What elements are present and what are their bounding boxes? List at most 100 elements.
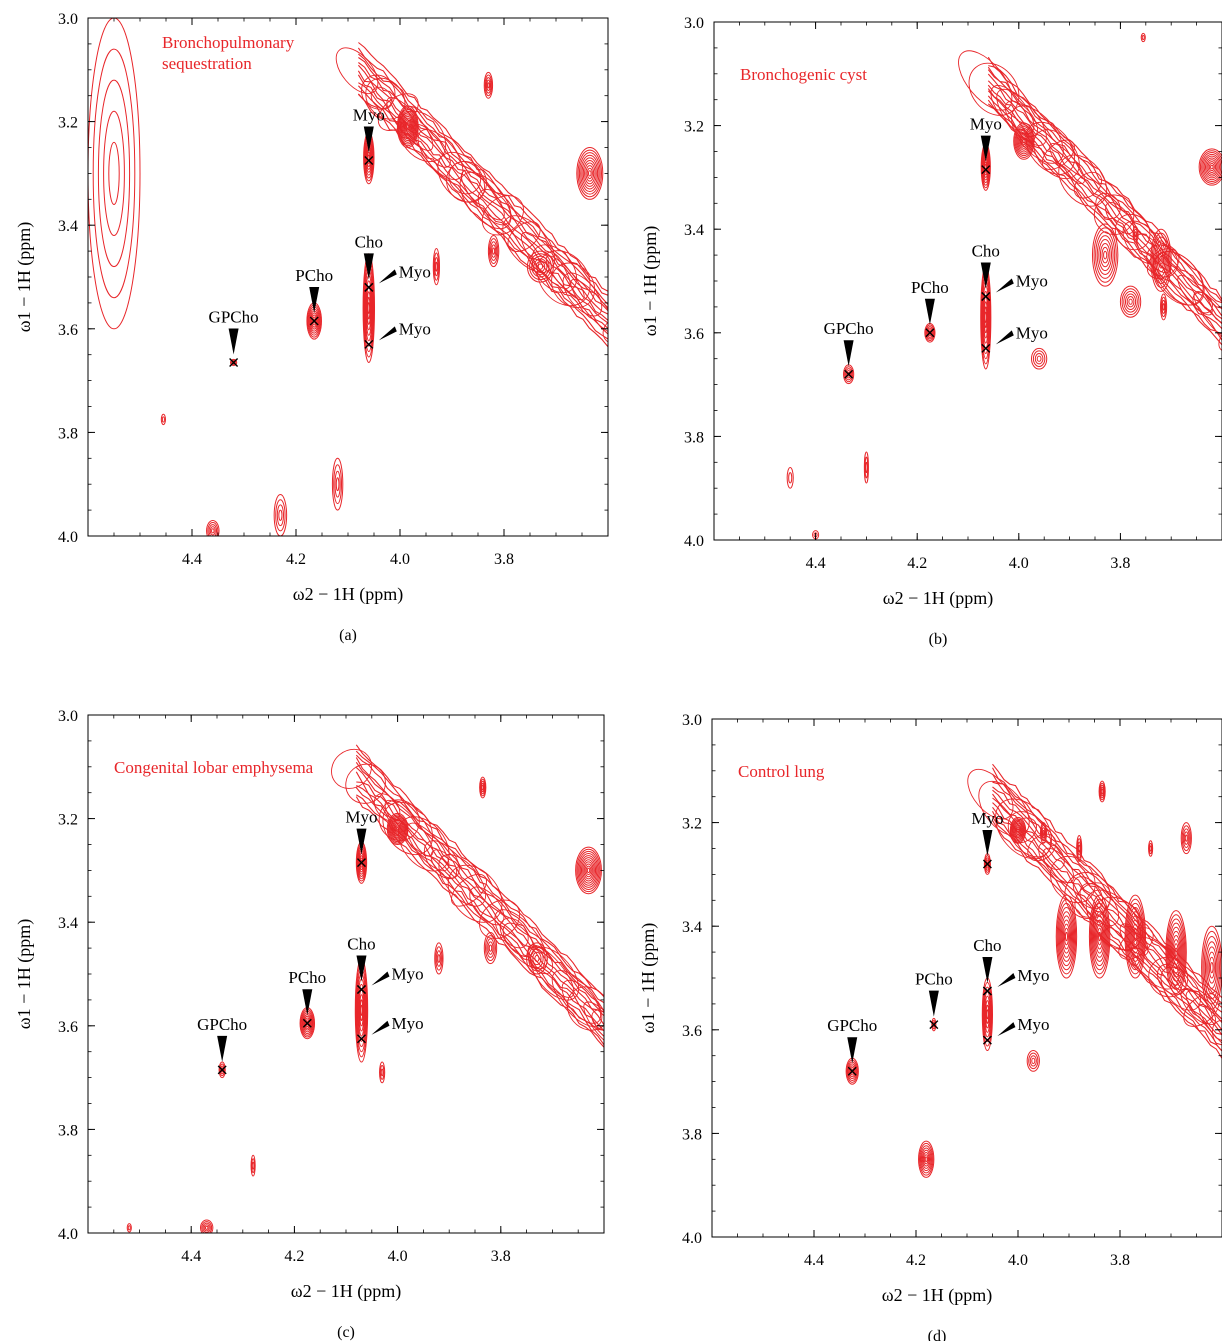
diagonal-ripple <box>451 873 487 907</box>
y-tick-label: 3.4 <box>684 222 704 239</box>
pointer-arrow <box>847 1037 858 1064</box>
peak-contour <box>1088 894 1111 979</box>
diagonal-ripple <box>570 278 608 335</box>
peak-contour <box>487 235 500 268</box>
peak-annotation-myo: Myo <box>364 319 431 349</box>
peak-marker <box>982 1035 992 1045</box>
pointer-arrow <box>928 990 939 1017</box>
y-tick-label: 3.8 <box>684 429 704 446</box>
panel-caption: (a) <box>339 627 357 644</box>
y-axis-label: ω1 − 1H (ppm) <box>14 919 35 1030</box>
y-tick-label: 3.8 <box>682 1126 702 1143</box>
peak-marker <box>356 1034 366 1044</box>
diagonal-ripple <box>494 909 548 970</box>
peak-contour <box>1124 894 1147 979</box>
diagonal-contour <box>358 94 608 348</box>
peak-contour <box>386 812 409 846</box>
peak-annotation-pcho: PCho <box>295 266 333 326</box>
peak-contour <box>1031 347 1048 370</box>
panel-c: 4.4 4.2 4.0 3.8 3.0 3.2 3.4 3.6 3.8 4.0 ω2 − 1H (p… <box>14 708 605 1341</box>
pointer-arrow <box>995 278 1014 293</box>
diagonal-ripple <box>527 944 575 998</box>
diagonal-ripple <box>1049 143 1085 185</box>
diagonal-ripple <box>481 195 524 236</box>
diagonal-contour <box>355 750 604 998</box>
peak-label: Myo <box>1017 1015 1049 1034</box>
contour-layer <box>786 32 1222 540</box>
peak-contour <box>396 105 419 148</box>
diagonal-ripple <box>551 970 603 1027</box>
diagonal-ripple <box>1041 139 1075 170</box>
plot-frame <box>713 21 1222 541</box>
peak-marker <box>356 985 366 995</box>
diagonal-ripple <box>345 763 386 804</box>
peak-contour <box>483 932 498 965</box>
peak-contour <box>526 250 554 283</box>
peak-annotation-pcho: PCho <box>915 970 953 1030</box>
peak-contour <box>1165 910 1187 995</box>
peak-contour <box>1076 835 1083 862</box>
diagonal-ripple <box>1064 872 1111 919</box>
diagonal-ripple <box>430 849 458 879</box>
diagonal-ripple <box>331 748 372 789</box>
peak-annotation-myo: Myo <box>971 809 1003 869</box>
y-axis-label: ω1 − 1H (ppm) <box>638 923 659 1034</box>
pointer-arrow <box>982 830 993 857</box>
diagonal-contour <box>358 82 608 329</box>
peak-contour <box>1039 822 1048 844</box>
diagonal-ripple <box>527 946 554 975</box>
diagonal-contour <box>355 761 604 1013</box>
peak-label: Myo <box>399 319 431 338</box>
y-tick-label: 3.2 <box>684 119 704 136</box>
peak-marker <box>925 328 935 338</box>
x-tick-label: 4.0 <box>390 551 410 568</box>
peak-label: Myo <box>1016 272 1048 291</box>
peak-contour <box>1201 925 1222 1010</box>
diagonal-contour <box>358 57 608 309</box>
diagonal-ripple <box>958 50 1013 111</box>
peak-annotation-pcho: PCho <box>911 278 949 338</box>
pointer-arrow <box>363 126 374 153</box>
peak-contour <box>1140 32 1146 43</box>
pointer-arrow <box>980 135 991 162</box>
peak-contour <box>273 494 288 536</box>
peak-annotation-myo: Myo <box>356 965 424 995</box>
y-tick-label: 3.2 <box>58 115 78 132</box>
panel-b: 4.4 4.2 4.0 3.8 3.0 3.2 3.4 3.6 3.8 4.0 ω2 − 1H (p… <box>640 15 1222 648</box>
peak-contour <box>1160 293 1168 321</box>
x-tick-label: 4.0 <box>388 1248 408 1265</box>
pointer-arrow <box>309 287 320 314</box>
diagonal-ripple <box>1160 966 1201 1011</box>
peak-marker <box>229 357 239 367</box>
peak-contour <box>479 776 487 799</box>
y-tick-label: 3.6 <box>684 326 704 343</box>
peak-contour <box>1055 894 1078 979</box>
diagonal-ripple <box>1218 322 1222 353</box>
x-tick-label: 4.4 <box>806 555 826 572</box>
y-tick-label: 3.0 <box>58 11 78 28</box>
x-axis-label: ω2 − 1H (ppm) <box>882 1285 993 1306</box>
x-axis-label: ω2 − 1H (ppm) <box>291 1281 402 1302</box>
peak-contour <box>1013 122 1035 160</box>
peak-label: Myo <box>391 965 423 984</box>
diagonal-ripple <box>459 171 512 230</box>
x-tick-label: 4.4 <box>182 551 202 568</box>
peak-contour <box>432 248 441 286</box>
peak-contour <box>863 451 869 484</box>
x-tick-label: 4.4 <box>181 1248 201 1265</box>
diagonal-ripple <box>968 62 1020 116</box>
peak-annotation-myo: Myo <box>364 262 431 292</box>
peak-marker <box>929 1020 939 1030</box>
plot-frame <box>87 714 605 1234</box>
diagonal-contour <box>987 66 1222 304</box>
pointer-arrow <box>302 989 313 1016</box>
diagonal-ripple <box>591 1009 604 1031</box>
peak-marker <box>981 343 991 353</box>
pointer-arrow <box>363 253 374 280</box>
diagonal-ripple <box>1050 855 1096 904</box>
diagonal-ripple <box>460 170 505 221</box>
peak-marker <box>364 282 374 292</box>
sample-label: Bronchogenic cyst <box>740 65 867 84</box>
x-tick-label: 4.4 <box>804 1252 824 1269</box>
pointer-arrow <box>997 972 1016 987</box>
